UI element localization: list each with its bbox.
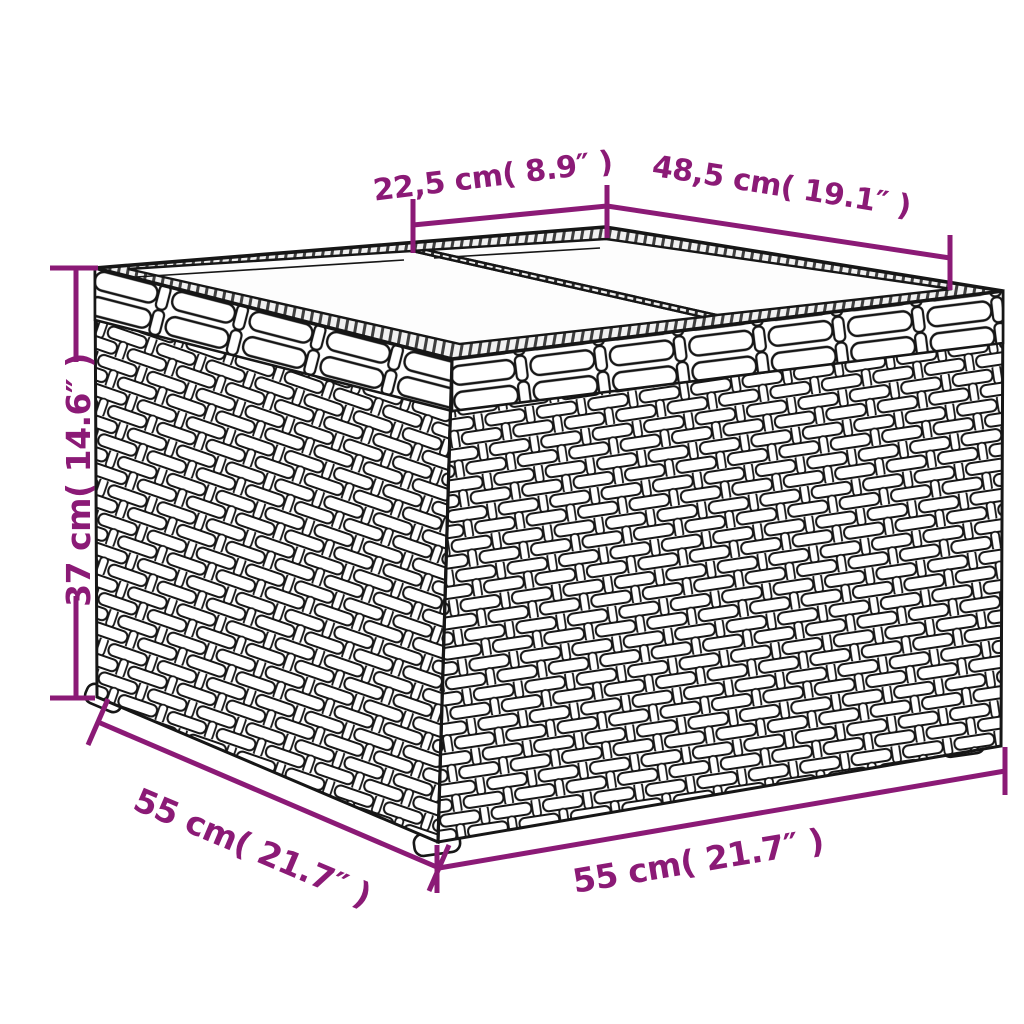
dimension-label-height: 37 cm( 14.6″ ) [59, 353, 98, 607]
glass-divider-strip [411, 248, 718, 319]
dimension-line [97, 719, 440, 871]
dimension-height: 37 cm( 14.6″ ) [50, 265, 98, 701]
glass-edge-line-right [433, 247, 601, 259]
top-rim-ring-texture [95, 227, 1003, 359]
top-rim-outer-edge [94, 225, 1004, 361]
table-illustration [83, 225, 1005, 858]
glass-edge-line-left [135, 259, 405, 278]
dimension-line [412, 203, 608, 228]
front-corner-edge [436, 358, 454, 843]
dimension-line [606, 203, 951, 261]
dimension-line [438, 768, 1006, 871]
